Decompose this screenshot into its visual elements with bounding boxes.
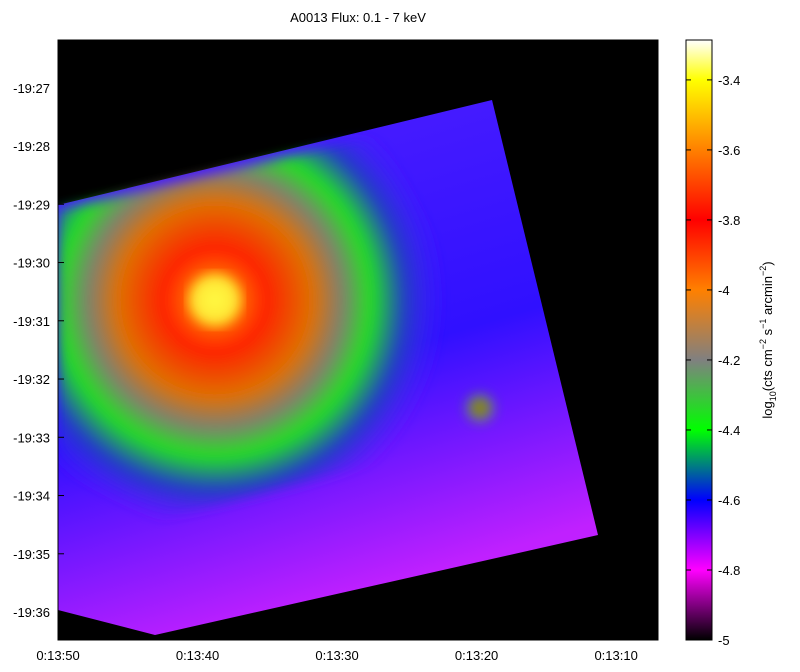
x-tick-label: 0:13:40 <box>176 648 219 663</box>
x-tick-label: 0:13:30 <box>315 648 358 663</box>
y-tick-label: -19:32 <box>13 372 50 387</box>
colorbar <box>685 39 713 641</box>
x-tick-label: 0:13:10 <box>594 648 637 663</box>
colorbar-tick-label: -3.8 <box>718 213 740 228</box>
y-tick-label: -19:29 <box>13 197 50 212</box>
colorbar-tick-label: -4.8 <box>718 563 740 578</box>
colorbar-tick-label: -4.6 <box>718 493 740 508</box>
y-tick-label: -19:31 <box>13 314 50 329</box>
colorbar-tick-label: -3.6 <box>718 143 740 158</box>
colorbar-tick-label: -4.2 <box>718 353 740 368</box>
flux-image <box>58 40 658 640</box>
y-tick-label: -19:36 <box>13 605 50 620</box>
x-tick-label: 0:13:20 <box>455 648 498 663</box>
y-tick-label: -19:34 <box>13 489 50 504</box>
colorbar-label: log10(cts cm−2 s−1 arcmin−2) <box>758 261 778 418</box>
plot-frame <box>57 39 659 641</box>
colorbar-tick-label: -3.4 <box>718 73 740 88</box>
x-tick-label: 0:13:50 <box>36 648 79 663</box>
y-tick-label: -19:35 <box>13 547 50 562</box>
y-tick-label: -19:28 <box>13 139 50 154</box>
colorbar-tick-label: -5 <box>718 633 730 648</box>
colorbar-tick-label: -4 <box>718 283 730 298</box>
chart-title: A0013 Flux: 0.1 - 7 keV <box>290 10 426 25</box>
y-tick-label: -19:30 <box>13 256 50 271</box>
y-tick-label: -19:33 <box>13 430 50 445</box>
colorbar-tick-label: -4.4 <box>718 423 740 438</box>
y-tick-label: -19:27 <box>13 81 50 96</box>
